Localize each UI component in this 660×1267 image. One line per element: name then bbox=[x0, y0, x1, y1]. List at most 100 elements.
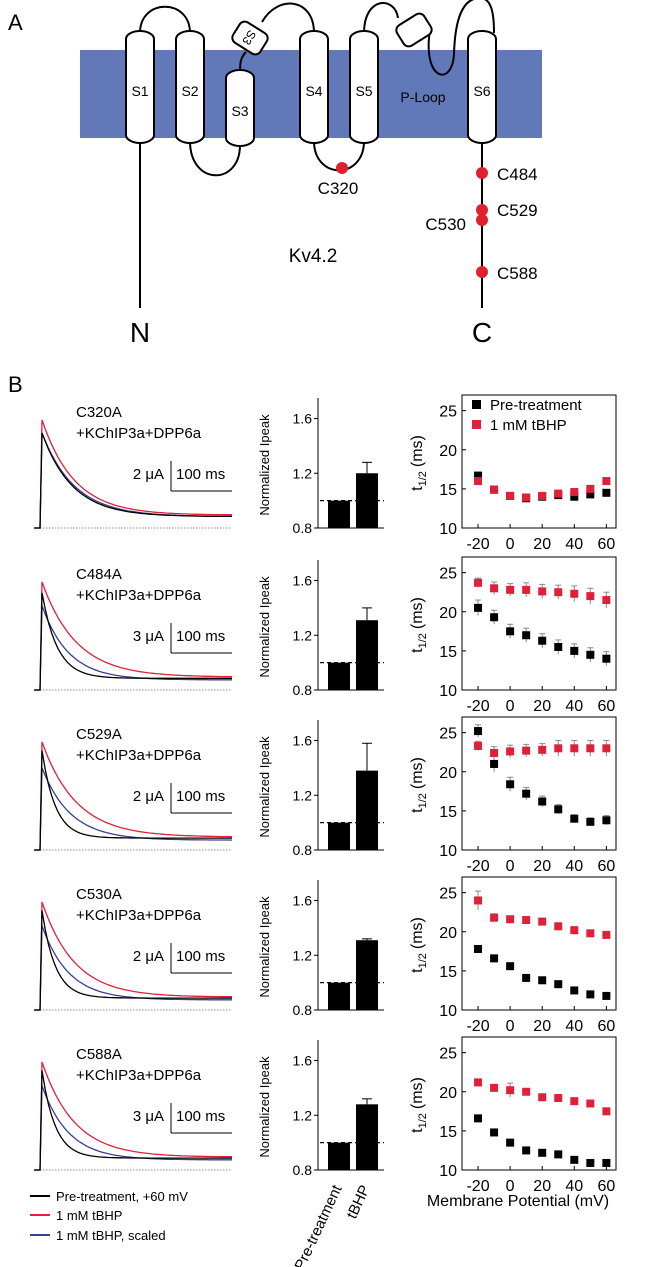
current-scale-label: 2 μA bbox=[133, 948, 164, 965]
t-half-plot-c320a: 10 15 20 25 -20 0 20 40 60 t1/2 (ms) Pre-treatment 1… bbox=[409, 394, 617, 553]
y-tick-label: 1.6 bbox=[293, 733, 313, 749]
data-point bbox=[506, 1138, 515, 1147]
y-axis-title: Normalized Ipeak bbox=[257, 576, 272, 678]
y-tick-label: 20 bbox=[439, 605, 457, 622]
data-point bbox=[586, 1158, 595, 1167]
data-point bbox=[474, 1114, 483, 1123]
legend-tbhp-scaled-label: 1 mM tBHP, scaled bbox=[56, 1228, 166, 1243]
data-point bbox=[490, 584, 499, 593]
segment-s3: S3 bbox=[225, 69, 255, 147]
data-point bbox=[474, 471, 483, 480]
data-point bbox=[554, 805, 563, 814]
current-trace-panel-c484a: C484A +KChIP3a+DPP6a 3 μA 100 ms bbox=[34, 566, 233, 691]
subunits-label: +KChIP3a+DPP6a bbox=[76, 587, 202, 604]
data-point bbox=[602, 488, 611, 497]
series-pre-treatment bbox=[474, 1114, 611, 1167]
subunits-label: +KChIP3a+DPP6a bbox=[76, 747, 202, 764]
y-tick-label: 1.2 bbox=[293, 1107, 313, 1123]
y-tick-label: 20 bbox=[439, 1085, 457, 1102]
cysteine-c320-label: C320 bbox=[318, 179, 359, 198]
data-point bbox=[570, 926, 579, 935]
y-tick-label: 25 bbox=[439, 886, 457, 903]
x-tick-label: 40 bbox=[565, 698, 583, 715]
cysteine-c484-dot bbox=[476, 167, 488, 179]
y-tick-label: 15 bbox=[439, 482, 457, 499]
data-point bbox=[586, 490, 595, 499]
data-point bbox=[506, 915, 515, 924]
y-axis-title-subscript: 1/2 bbox=[417, 633, 429, 648]
mutant-label: C530A bbox=[76, 886, 122, 903]
pre-treatment-trace bbox=[34, 750, 232, 851]
pre-treatment-trace bbox=[34, 592, 232, 691]
legend-tbhp-marker bbox=[472, 420, 481, 429]
current-scale-label: 2 μA bbox=[133, 466, 164, 483]
series-tbhp bbox=[474, 890, 611, 939]
data-point bbox=[474, 477, 483, 486]
series-tbhp bbox=[474, 1078, 611, 1116]
data-point bbox=[538, 1148, 547, 1157]
y-axis-title-main: t bbox=[409, 808, 426, 813]
x-tick-label: 20 bbox=[533, 858, 551, 875]
data-point bbox=[474, 1078, 483, 1087]
data-point bbox=[506, 747, 515, 756]
x-tick-label: 0 bbox=[506, 698, 515, 715]
data-point bbox=[554, 588, 563, 597]
data-point bbox=[554, 489, 563, 498]
data-point bbox=[602, 596, 611, 605]
subunits-label: +KChIP3a+DPP6a bbox=[76, 425, 202, 442]
series-pre-treatment bbox=[474, 724, 611, 826]
y-axis-title-unit: (ms) bbox=[409, 435, 426, 467]
data-point bbox=[570, 1097, 579, 1106]
y-axis-title-subscript: 1/2 bbox=[417, 793, 429, 808]
data-point bbox=[570, 589, 579, 598]
cysteine-c529-dot bbox=[476, 204, 488, 216]
data-point bbox=[586, 990, 595, 999]
current-traces-column: C320A +KChIP3a+DPP6a 2 μA 100 ms C484A +KChIP… bbox=[34, 404, 233, 1171]
x-tick-label: 0 bbox=[506, 858, 515, 875]
segment-s4-label: S4 bbox=[305, 83, 322, 99]
x-tick-label: 60 bbox=[597, 858, 615, 875]
current-scale-label: 3 μA bbox=[133, 628, 164, 645]
data-point bbox=[522, 973, 531, 982]
c-terminus-label: C bbox=[472, 317, 492, 348]
x-tick-label: 60 bbox=[597, 698, 615, 715]
y-tick-label: 0.8 bbox=[293, 1002, 313, 1018]
cysteine-c529-label: C529 bbox=[497, 201, 538, 220]
subunits-label: +KChIP3a+DPP6a bbox=[76, 1067, 202, 1084]
ipeak-bar-chart-c529a: 0.8 1.2 1.6 Normalized Ipeak bbox=[257, 720, 384, 858]
y-tick-label: 1.6 bbox=[293, 1053, 313, 1069]
plot-frame bbox=[461, 876, 617, 1011]
x-tick-label: 0 bbox=[506, 536, 515, 553]
data-point bbox=[570, 1155, 579, 1164]
y-axis-title: t1/2 (ms) bbox=[409, 757, 429, 813]
y-axis-title: Normalized Ipeak bbox=[257, 1056, 272, 1158]
y-axis-title: Normalized Ipeak bbox=[257, 896, 272, 998]
series-pre-treatment bbox=[474, 944, 611, 1000]
data-point bbox=[474, 944, 483, 953]
y-tick-label: 0.8 bbox=[293, 520, 313, 536]
tbhp-trace bbox=[34, 581, 233, 691]
ipeak-bar-chart-c320a: 0.8 1.2 1.6 Normalized Ipeak bbox=[257, 398, 384, 536]
segment-s6: S6 bbox=[467, 30, 497, 144]
n-terminus-label: N bbox=[130, 317, 150, 348]
cysteine-c588-label: C588 bbox=[497, 264, 538, 283]
data-point bbox=[490, 1128, 499, 1137]
segment-s2: S2 bbox=[175, 30, 205, 144]
y-tick-label: 25 bbox=[439, 566, 457, 583]
mutant-label: C529A bbox=[76, 726, 122, 743]
segment-s4: S4 bbox=[299, 30, 329, 144]
data-point bbox=[602, 1107, 611, 1116]
data-point bbox=[570, 744, 579, 753]
data-point bbox=[538, 1093, 547, 1102]
data-point bbox=[474, 896, 483, 905]
ipeak-bar-chart-c588a: 0.8 1.2 1.6 Normalized Ipeak bbox=[257, 1040, 384, 1178]
y-tick-label: 0.8 bbox=[293, 1162, 313, 1178]
y-tick-label: 1.2 bbox=[293, 627, 313, 643]
y-tick-label: 0.8 bbox=[293, 842, 313, 858]
data-point bbox=[522, 585, 531, 594]
y-tick-label: 1.2 bbox=[293, 465, 313, 481]
tbhp-trace bbox=[34, 901, 233, 1011]
y-axis-title: Normalized Ipeak bbox=[257, 414, 272, 516]
data-point bbox=[570, 986, 579, 995]
cysteine-c484-label: C484 bbox=[497, 165, 538, 184]
